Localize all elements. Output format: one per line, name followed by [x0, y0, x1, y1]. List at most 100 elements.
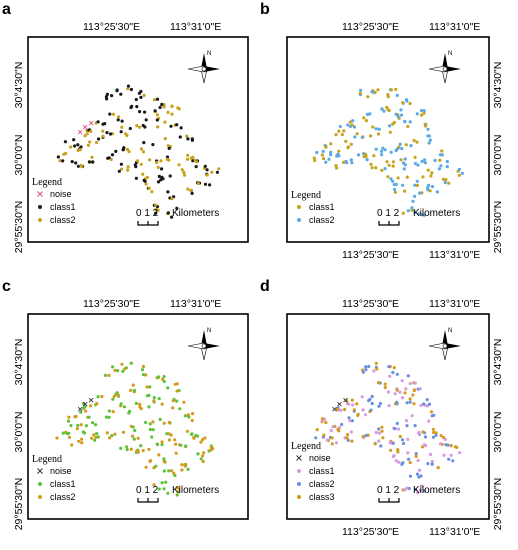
sample-point: [62, 152, 66, 156]
sample-point: [440, 149, 444, 153]
latitude-label: 30°0'0"N: [13, 135, 25, 176]
sample-point: [329, 153, 333, 157]
latitude-label: 30°0'0"N: [492, 412, 504, 453]
sample-point: [208, 183, 212, 187]
sample-point: [334, 164, 338, 168]
bottom-longitude-label: 113°31'0"E: [429, 249, 480, 261]
sample-point: [439, 164, 443, 168]
sample-point: [420, 445, 425, 449]
sample-point: [119, 162, 123, 166]
sample-point: [320, 417, 324, 421]
sample-point: [400, 438, 405, 442]
sample-point: [382, 109, 386, 113]
sample-point: [400, 147, 404, 151]
sample-point: [164, 480, 168, 484]
sample-point: [364, 119, 368, 123]
sample-point: [90, 155, 94, 159]
sample-point: [129, 424, 133, 428]
legend-title: Legend: [32, 454, 62, 465]
sample-point: [152, 98, 157, 102]
sample-point: [123, 367, 127, 371]
sample-point: [407, 457, 411, 461]
sample-point: [447, 457, 451, 461]
sample-point: [66, 419, 71, 423]
sample-point: [157, 487, 161, 491]
sample-point: [101, 122, 105, 126]
sample-point: [82, 431, 87, 435]
sample-point: [392, 183, 396, 187]
sample-point: [396, 176, 400, 180]
sample-point: [351, 403, 355, 407]
sample-point: [139, 89, 143, 94]
sample-point: [75, 427, 79, 431]
sample-point: [428, 138, 432, 142]
scale-bar: 0 1 2 Kilometers: [377, 208, 460, 226]
sample-point: [350, 161, 354, 165]
sample-point: [350, 398, 354, 402]
top-longitude-label: 113°25'30"E: [83, 298, 140, 310]
sample-point: [374, 361, 378, 365]
sample-point: [149, 459, 153, 463]
sample-point: [165, 155, 170, 159]
scale-ticks-label: 0 1 2: [136, 208, 159, 219]
sample-point: [337, 154, 341, 158]
sample-point: [386, 93, 390, 97]
legend-item-label: class2: [50, 492, 76, 502]
sample-point: [69, 424, 73, 428]
sample-point: [129, 388, 133, 392]
sample-point: [381, 436, 385, 440]
sample-point: [369, 162, 373, 166]
sample-point: [352, 408, 356, 412]
latitude-label: 30°4'30"N: [492, 62, 504, 109]
sample-point: [364, 433, 368, 438]
sample-point: [65, 432, 69, 436]
sample-point: [391, 370, 395, 375]
sample-point: [413, 210, 417, 214]
sample-point: [160, 481, 164, 485]
sample-point: [96, 395, 100, 399]
sample-point: [337, 429, 341, 433]
sample-point: [406, 437, 410, 441]
legend-title: Legend: [291, 190, 321, 201]
sample-point: [345, 436, 349, 440]
sample-point: [121, 430, 126, 434]
sample-point: [70, 443, 74, 447]
sample-point: [129, 361, 133, 365]
sample-point: [413, 155, 417, 159]
sample-point: [312, 156, 316, 160]
sample-point: [139, 444, 143, 448]
sample-point: [176, 490, 181, 494]
sample-point: [400, 379, 404, 383]
sample-point: [401, 101, 405, 105]
noise-point: [82, 401, 88, 407]
sample-point: [377, 127, 381, 131]
legend-dot-symbol: [297, 495, 301, 499]
point-cloud: [312, 87, 464, 217]
sample-point: [422, 158, 427, 162]
sample-point: [320, 153, 324, 157]
sample-point: [430, 185, 435, 189]
sample-point: [152, 399, 156, 403]
sample-point: [387, 404, 391, 408]
sample-point: [411, 199, 415, 203]
sample-point: [169, 433, 173, 437]
sample-point: [147, 405, 151, 409]
sample-point: [87, 160, 91, 164]
sample-point: [69, 145, 73, 149]
scale-ticks-label: 0 1 2: [377, 485, 400, 496]
noise-point: [77, 129, 83, 135]
sample-point: [403, 163, 407, 167]
sample-point: [418, 387, 422, 391]
legend-noise-symbol: [296, 455, 302, 461]
sample-point: [417, 212, 421, 216]
sample-point: [388, 441, 392, 445]
scale-ticks-label: 0 1 2: [136, 485, 159, 496]
sample-point: [380, 149, 384, 153]
latitude-label: 29°55'30"N: [492, 478, 504, 531]
sample-point: [170, 197, 174, 201]
north-arrow-icon: N: [428, 328, 461, 361]
sample-point: [111, 365, 115, 369]
sample-point: [378, 401, 382, 406]
sample-point: [447, 181, 451, 185]
sample-point: [175, 206, 179, 210]
